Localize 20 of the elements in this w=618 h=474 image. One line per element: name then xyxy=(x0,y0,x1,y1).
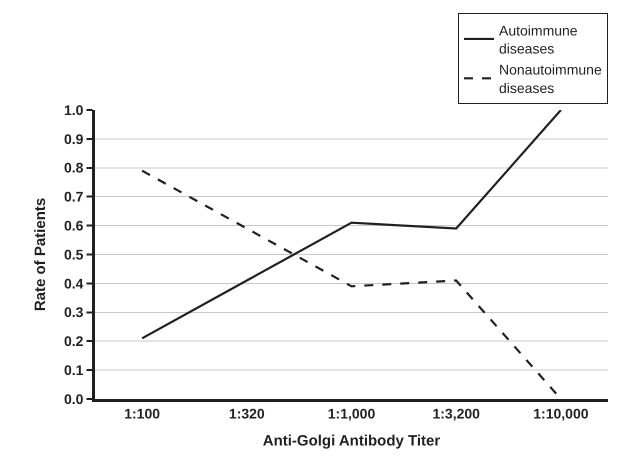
y-tick-label: 0.2 xyxy=(64,333,84,350)
legend-label: Nonautoimmune diseases xyxy=(499,62,602,96)
y-axis-title: Rate of Patients xyxy=(32,198,50,312)
y-tick-label: 0.8 xyxy=(64,160,84,176)
y-tick-label: 0.5 xyxy=(64,246,84,262)
y-tick-label: 0.3 xyxy=(64,304,84,320)
y-tick-label: 0.0 xyxy=(64,390,84,407)
y-tick-label: 1.0 xyxy=(64,102,84,118)
y-tick-label: 0.7 xyxy=(64,188,84,205)
x-axis-title: Anti-Golgi Antibody Titer xyxy=(262,432,440,450)
x-tick-label: 1:10,000 xyxy=(533,406,589,422)
legend-label: Autoimmune diseases xyxy=(499,22,578,56)
y-tick-label: 0.4 xyxy=(64,275,84,292)
x-tick-label: 1:1,000 xyxy=(328,406,376,422)
x-tick-label: 1:3,200 xyxy=(432,406,480,422)
x-tick-label: 1:100 xyxy=(124,406,160,422)
y-tick-label: 0.9 xyxy=(64,130,84,147)
y-tick-label: 0.1 xyxy=(64,362,84,378)
x-tick-label: 1:320 xyxy=(228,406,265,422)
y-tick-label: 0.6 xyxy=(64,218,84,234)
